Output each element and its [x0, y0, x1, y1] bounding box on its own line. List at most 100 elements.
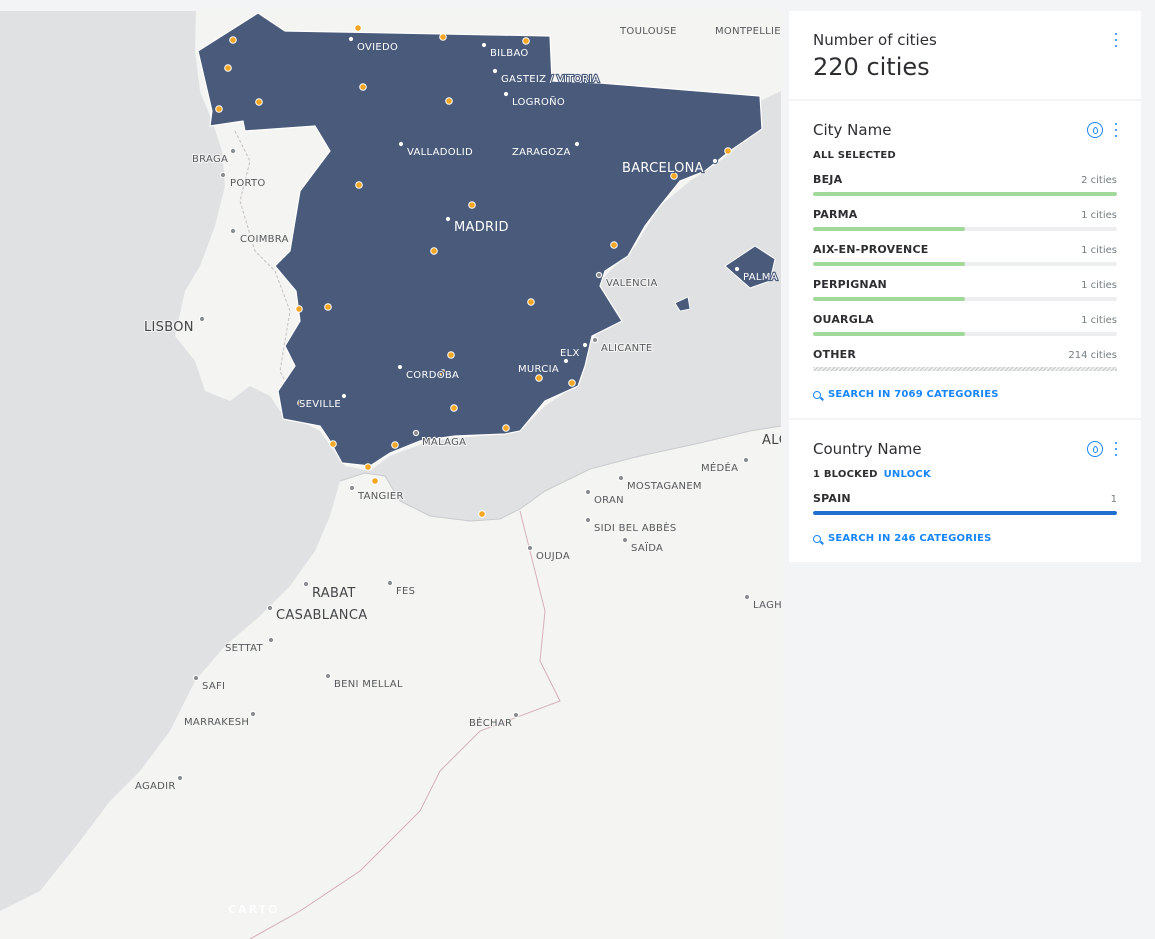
category-item[interactable]: OUARGLA 1 cities	[813, 313, 1117, 336]
city-point[interactable]	[450, 404, 458, 412]
category-bar-fill	[813, 332, 965, 336]
widget-menu-icon[interactable]	[1113, 33, 1119, 47]
map-canvas[interactable]: TOULOUSE MONTPELLIE OVIEDO BILBAO GASTEIZ / …	[0, 11, 781, 939]
city-point[interactable]	[445, 97, 453, 105]
city-points[interactable]	[215, 24, 732, 518]
map-label: MONTPELLIE	[715, 26, 781, 37]
map-label: PORTO	[230, 178, 266, 189]
city-point[interactable]	[468, 201, 476, 209]
city-marker-icon	[348, 484, 356, 492]
map-label: MOSTAGANEM	[627, 481, 702, 492]
city-marker-icon	[229, 147, 237, 155]
city-point[interactable]	[359, 83, 367, 91]
city-marker-icon	[595, 271, 603, 279]
search-icon	[813, 390, 821, 399]
map-label: BRAGA	[192, 154, 228, 165]
city-point[interactable]	[610, 241, 618, 249]
city-point[interactable]	[297, 399, 305, 407]
search-categories-link[interactable]: SEARCH IN 246 CATEGORIES	[813, 533, 1117, 544]
city-point[interactable]	[447, 351, 455, 359]
map-label: SETTAT	[225, 643, 263, 654]
city-point[interactable]	[522, 37, 530, 45]
city-point[interactable]	[527, 298, 535, 306]
category-bar	[813, 297, 1117, 301]
unlock-button[interactable]: UNLOCK	[883, 469, 931, 480]
city-point[interactable]	[324, 303, 332, 311]
city-point[interactable]	[224, 64, 232, 72]
map-label: ALICANTE	[601, 343, 653, 354]
category-item[interactable]: BEJA 2 cities	[813, 173, 1117, 196]
map-label: CORDOBA	[406, 370, 459, 381]
city-point[interactable]	[354, 24, 362, 32]
category-item[interactable]: AIX-EN-PROVENCE 1 cities	[813, 243, 1117, 266]
city-marker-icon	[584, 488, 592, 496]
category-count: 1 cities	[1081, 245, 1117, 256]
city-marker-icon	[711, 157, 719, 165]
category-name: BEJA	[813, 173, 843, 186]
city-point[interactable]	[355, 181, 363, 189]
category-list: BEJA 2 cities PARMA 1 cities AIX-EN-PROVENCE…	[813, 173, 1117, 336]
city-point[interactable]	[439, 369, 447, 377]
map-label: MADRID	[454, 220, 509, 235]
map-label: MALAGA	[422, 437, 466, 448]
city-point[interactable]	[502, 424, 510, 432]
map-label: MARRAKESH	[184, 717, 249, 728]
map[interactable]: TOULOUSE MONTPELLIE OVIEDO BILBAO GASTEIZ / …	[0, 11, 781, 939]
widget-menu-icon[interactable]	[1113, 442, 1119, 456]
widget-country-name: Country Name 1 BLOCKED UNLOCK SPAIN 1 SEAR…	[789, 420, 1141, 562]
city-marker-icon	[412, 429, 420, 437]
city-marker-icon	[176, 774, 184, 782]
city-point[interactable]	[670, 172, 678, 180]
map-label: RABAT	[312, 586, 356, 601]
city-point[interactable]	[215, 105, 223, 113]
city-marker-icon	[396, 363, 404, 371]
map-label: LAGH	[753, 600, 781, 611]
category-item[interactable]: SPAIN 1	[813, 492, 1117, 515]
category-bar	[813, 332, 1117, 336]
city-point[interactable]	[724, 147, 732, 155]
category-list: SPAIN 1	[813, 492, 1117, 515]
city-marker-icon	[581, 341, 589, 349]
category-name: OUARGLA	[813, 313, 874, 326]
city-marker-icon	[386, 579, 394, 587]
city-point[interactable]	[568, 379, 576, 387]
category-bar-fill	[813, 297, 965, 301]
ibiza	[674, 296, 691, 312]
category-item[interactable]: PARMA 1 cities	[813, 208, 1117, 231]
city-point[interactable]	[430, 247, 438, 255]
search-categories-link[interactable]: SEARCH IN 7069 CATEGORIES	[813, 389, 1117, 400]
map-label: BENI MELLAL	[334, 679, 403, 690]
city-marker-icon	[573, 140, 581, 148]
city-point[interactable]	[439, 33, 447, 41]
category-bar-fill	[813, 511, 1117, 515]
widget-number-of-cities: Number of cities 220 cities	[789, 11, 1141, 99]
city-point[interactable]	[364, 463, 372, 471]
map-label: COIMBRA	[240, 234, 289, 245]
city-point[interactable]	[391, 441, 399, 449]
city-point[interactable]	[535, 374, 543, 382]
auto-style-icon[interactable]	[1087, 441, 1103, 457]
city-point[interactable]	[371, 477, 379, 485]
widget-menu-icon[interactable]	[1113, 123, 1119, 137]
map-label: OVIEDO	[357, 42, 398, 53]
category-bar	[813, 262, 1117, 266]
city-marker-icon	[266, 604, 274, 612]
category-bar-fill	[813, 262, 965, 266]
map-label: ZARAGOZA	[512, 147, 571, 158]
category-bar	[813, 367, 1117, 371]
mallorca[interactable]	[724, 245, 776, 289]
city-point[interactable]	[229, 36, 237, 44]
category-count: 1 cities	[1081, 280, 1117, 291]
map-label: TOULOUSE	[619, 26, 677, 37]
map-label: CASABLANCA	[276, 608, 367, 623]
category-other[interactable]: OTHER 214 cities	[813, 348, 1117, 371]
city-point[interactable]	[255, 98, 263, 106]
category-item[interactable]: PERPIGNAN 1 cities	[813, 278, 1117, 301]
city-point[interactable]	[329, 440, 337, 448]
auto-style-icon[interactable]	[1087, 122, 1103, 138]
map-label: TANGIER	[357, 491, 404, 502]
city-point[interactable]	[295, 305, 303, 313]
border-spain-portugal	[234, 130, 301, 412]
category-count: 1 cities	[1081, 315, 1117, 326]
city-point[interactable]	[478, 510, 486, 518]
